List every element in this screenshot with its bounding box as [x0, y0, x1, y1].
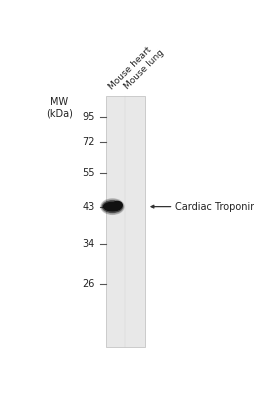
Text: Cardiac Troponin T: Cardiac Troponin T — [176, 202, 254, 212]
Text: 55: 55 — [82, 168, 95, 178]
Text: MW
(kDa): MW (kDa) — [46, 97, 73, 119]
Bar — [106, 96, 145, 347]
Ellipse shape — [102, 200, 123, 213]
Text: Mouse heart: Mouse heart — [107, 45, 153, 91]
Ellipse shape — [109, 203, 121, 209]
Text: 95: 95 — [82, 112, 95, 122]
Text: 34: 34 — [83, 238, 95, 248]
Text: 43: 43 — [83, 202, 95, 212]
Text: Mouse lung: Mouse lung — [123, 48, 166, 91]
Ellipse shape — [113, 202, 122, 209]
Text: 72: 72 — [82, 137, 95, 147]
Ellipse shape — [101, 199, 124, 214]
Text: 26: 26 — [82, 279, 95, 289]
Ellipse shape — [104, 202, 121, 211]
